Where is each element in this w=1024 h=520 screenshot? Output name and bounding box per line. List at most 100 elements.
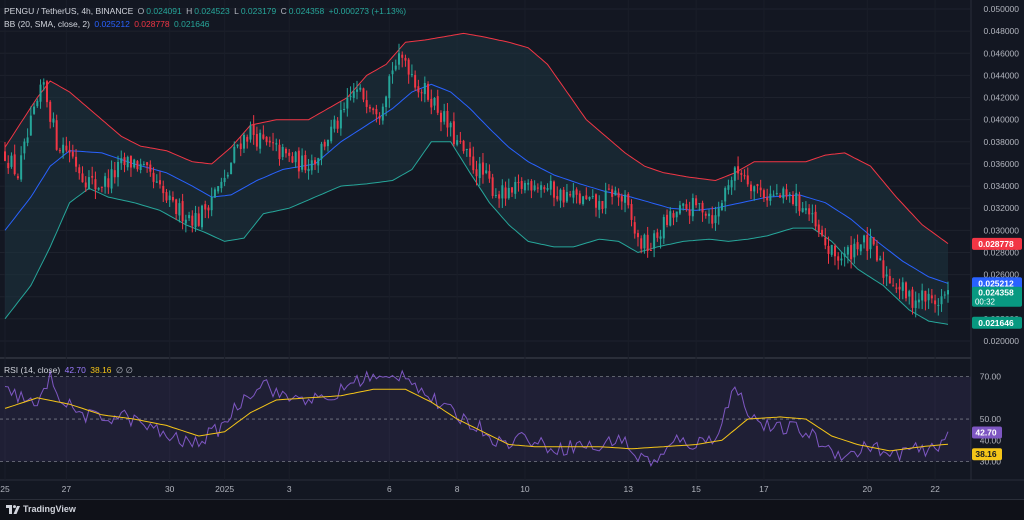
candle-body[interactable] xyxy=(385,96,388,108)
candle-body[interactable] xyxy=(501,185,504,199)
candle-body[interactable] xyxy=(45,81,48,103)
candle-body[interactable] xyxy=(23,141,26,154)
candle-body[interactable] xyxy=(840,258,843,261)
candle-body[interactable] xyxy=(181,201,184,222)
candle-body[interactable] xyxy=(795,192,798,206)
candle-body[interactable] xyxy=(578,193,581,204)
candle-body[interactable] xyxy=(359,87,362,90)
candle-body[interactable] xyxy=(750,184,753,192)
candle-body[interactable] xyxy=(375,109,378,115)
candle-body[interactable] xyxy=(833,245,836,257)
candle-body[interactable] xyxy=(320,143,323,160)
candle-body[interactable] xyxy=(326,139,329,147)
candle-body[interactable] xyxy=(304,155,307,171)
candle-body[interactable] xyxy=(352,91,355,98)
candle-body[interactable] xyxy=(711,215,714,224)
candle-body[interactable] xyxy=(704,213,707,216)
candle-body[interactable] xyxy=(511,187,514,193)
candle-body[interactable] xyxy=(29,115,32,136)
candle-body[interactable] xyxy=(226,174,229,177)
candle-body[interactable] xyxy=(113,170,116,178)
candle-body[interactable] xyxy=(594,194,597,208)
candle-body[interactable] xyxy=(850,245,853,260)
candle-body[interactable] xyxy=(675,211,678,218)
candle-body[interactable] xyxy=(527,182,530,185)
candle-body[interactable] xyxy=(556,196,559,200)
candle-body[interactable] xyxy=(523,182,526,191)
candle-body[interactable] xyxy=(10,155,13,167)
candle-body[interactable] xyxy=(943,294,946,296)
candle-body[interactable] xyxy=(817,224,820,233)
candle-body[interactable] xyxy=(39,84,42,102)
candle-body[interactable] xyxy=(175,199,178,215)
candle-body[interactable] xyxy=(636,233,639,238)
candle-body[interactable] xyxy=(856,242,859,250)
candle-body[interactable] xyxy=(905,282,908,299)
candle-body[interactable] xyxy=(84,182,87,188)
rsi-line[interactable] xyxy=(4,369,949,467)
candle-body[interactable] xyxy=(514,181,517,194)
candle-body[interactable] xyxy=(585,195,588,200)
candle-body[interactable] xyxy=(365,100,368,107)
candle-body[interactable] xyxy=(582,196,585,205)
candle-body[interactable] xyxy=(624,194,627,203)
candle-body[interactable] xyxy=(107,178,110,188)
candle-body[interactable] xyxy=(543,187,546,190)
candle-body[interactable] xyxy=(633,222,636,234)
candle-body[interactable] xyxy=(756,184,759,186)
candle-body[interactable] xyxy=(724,188,727,202)
candle-body[interactable] xyxy=(788,194,791,196)
candle-body[interactable] xyxy=(449,122,452,128)
candle-body[interactable] xyxy=(456,140,459,145)
candle-body[interactable] xyxy=(159,180,162,185)
candle-body[interactable] xyxy=(188,215,191,219)
candle-body[interactable] xyxy=(272,142,275,144)
candle-body[interactable] xyxy=(423,82,426,95)
candle-body[interactable] xyxy=(94,179,97,190)
candle-body[interactable] xyxy=(7,162,10,169)
candle-body[interactable] xyxy=(117,161,120,178)
candle-body[interactable] xyxy=(259,132,262,149)
candle-body[interactable] xyxy=(791,194,794,204)
candle-body[interactable] xyxy=(217,186,220,192)
candle-body[interactable] xyxy=(13,154,16,175)
candle-body[interactable] xyxy=(491,177,494,196)
candle-body[interactable] xyxy=(81,173,84,183)
candle-body[interactable] xyxy=(530,181,533,191)
candle-body[interactable] xyxy=(223,177,226,183)
candle-body[interactable] xyxy=(520,181,523,189)
candle-body[interactable] xyxy=(940,296,943,305)
candle-body[interactable] xyxy=(859,244,862,252)
candle-body[interactable] xyxy=(872,237,875,245)
candle-body[interactable] xyxy=(753,186,756,192)
candle-body[interactable] xyxy=(714,215,717,224)
candle-body[interactable] xyxy=(762,190,765,198)
candle-body[interactable] xyxy=(191,215,194,226)
candle-body[interactable] xyxy=(307,168,310,172)
candle-body[interactable] xyxy=(97,188,100,190)
candle-body[interactable] xyxy=(459,141,462,143)
candle-body[interactable] xyxy=(824,237,827,246)
candle-body[interactable] xyxy=(178,203,181,216)
candle-body[interactable] xyxy=(914,300,917,308)
candle-body[interactable] xyxy=(207,207,210,211)
candle-body[interactable] xyxy=(917,299,920,303)
candle-body[interactable] xyxy=(213,189,216,198)
candle-body[interactable] xyxy=(268,140,271,143)
candle-body[interactable] xyxy=(536,187,539,189)
candle-body[interactable] xyxy=(58,150,61,152)
candle-body[interactable] xyxy=(494,194,497,196)
candle-body[interactable] xyxy=(310,160,313,171)
candle-body[interactable] xyxy=(78,167,81,174)
candle-body[interactable] xyxy=(427,83,430,100)
candle-body[interactable] xyxy=(662,217,665,239)
candle-body[interactable] xyxy=(346,97,349,109)
bb-upper-line[interactable] xyxy=(4,32,949,245)
candle-body[interactable] xyxy=(934,300,937,305)
candle-body[interactable] xyxy=(330,126,333,142)
candle-body[interactable] xyxy=(410,74,413,76)
candle-body[interactable] xyxy=(821,229,824,236)
candle-body[interactable] xyxy=(378,116,381,119)
candle-body[interactable] xyxy=(443,111,446,122)
candle-body[interactable] xyxy=(730,180,733,188)
